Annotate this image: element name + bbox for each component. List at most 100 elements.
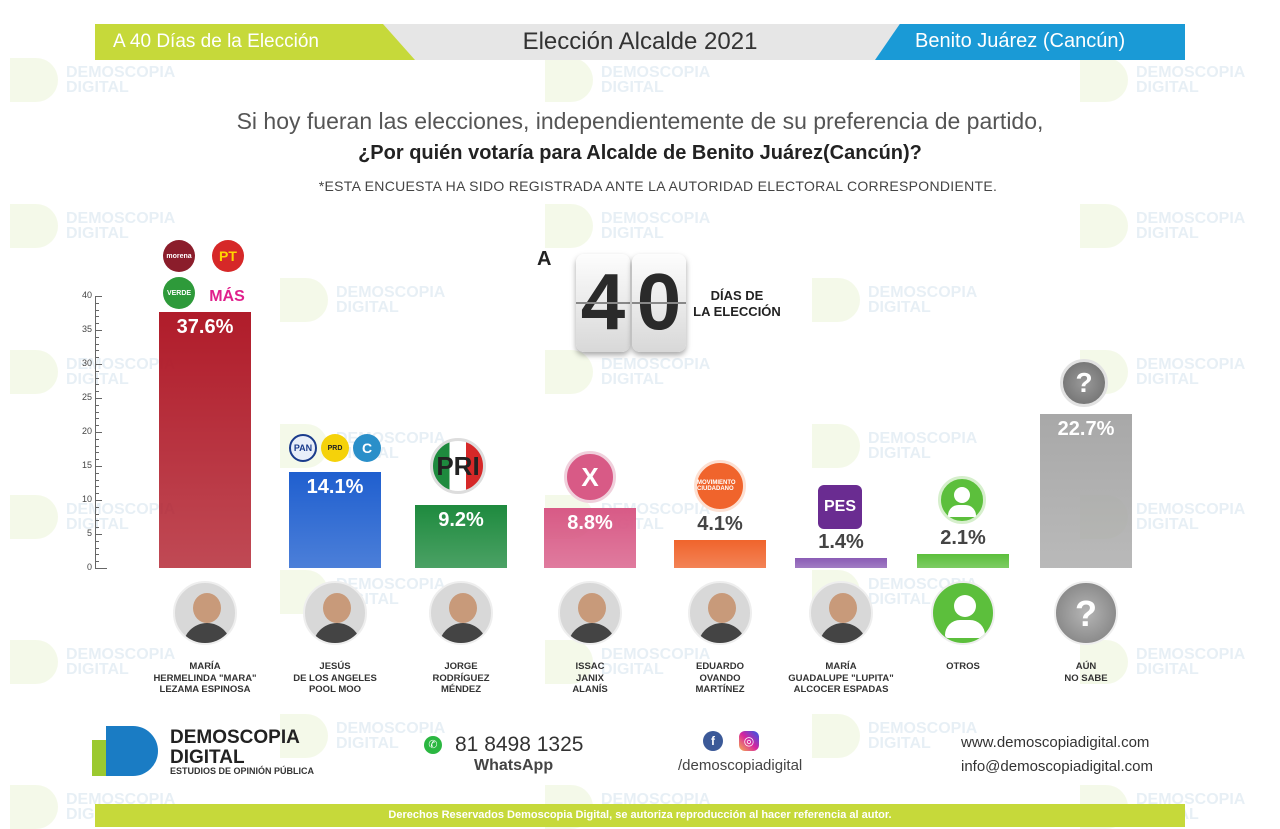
y-tick bbox=[95, 323, 99, 325]
y-tick bbox=[95, 438, 99, 440]
photo-head bbox=[323, 593, 351, 623]
badge-caption-line1: DÍAS DE bbox=[710, 288, 764, 303]
brand-name-line1: DEMOSCOPIA bbox=[170, 727, 300, 748]
brand-name: DEMOSCOPIA DIGITAL bbox=[170, 728, 300, 768]
watermark-logo bbox=[545, 58, 593, 102]
watermark-line1: DEMOSCOPIA bbox=[601, 210, 711, 227]
watermark-logo bbox=[10, 640, 58, 684]
watermark-line1: DEMOSCOPIA bbox=[1136, 210, 1246, 227]
candidate-photo bbox=[558, 581, 622, 645]
watermark-line1: DEMOSCOPIA bbox=[336, 284, 446, 301]
watermark-line2: DIGITAL bbox=[601, 225, 664, 242]
bar-value-label: 37.6% bbox=[176, 316, 234, 339]
y-tick bbox=[95, 534, 102, 535]
bar-value-label: 1.4% bbox=[818, 531, 864, 554]
candidate-name: OTROS bbox=[893, 661, 1033, 673]
y-tick bbox=[95, 302, 99, 304]
pes-logo: PES bbox=[818, 485, 862, 529]
watermark-line1: DEMOSCOPIA bbox=[1136, 501, 1246, 518]
y-tick bbox=[95, 459, 99, 461]
y-tick bbox=[95, 493, 99, 495]
candidate-photo bbox=[809, 581, 873, 645]
y-tick-label: 5 bbox=[86, 528, 92, 538]
watermark-line2: DIGITAL bbox=[1136, 225, 1199, 242]
y-tick bbox=[95, 540, 99, 542]
y-tick bbox=[95, 445, 99, 447]
y-tick bbox=[95, 513, 99, 515]
y-tick bbox=[95, 309, 99, 311]
candidate-name-line: POOL MOO bbox=[308, 684, 362, 695]
candidate-name-line: EDUARDO bbox=[695, 661, 745, 672]
y-tick bbox=[95, 527, 99, 529]
header-bar: A 40 Días de la Elección Elección Alcald… bbox=[95, 24, 1185, 60]
candidate-name: ISSAC JANIX ALANÍS bbox=[520, 661, 660, 696]
brand-logo-icon bbox=[106, 726, 158, 776]
y-tick bbox=[95, 418, 99, 420]
photo-head bbox=[829, 593, 857, 623]
y-tick bbox=[95, 404, 99, 406]
y-tick bbox=[95, 350, 99, 352]
email-link[interactable]: info@demoscopiadigital.com bbox=[961, 758, 1153, 775]
y-tick bbox=[95, 486, 99, 488]
watermark-line1: DEMOSCOPIA bbox=[1136, 646, 1246, 663]
movimiento-ciudadano-logo: MOVIMIENTO CIUDADANO bbox=[694, 460, 746, 512]
watermark-line2: DIGITAL bbox=[66, 79, 129, 96]
watermark-line1: DEMOSCOPIA bbox=[868, 430, 978, 447]
candidate-name-line: ISSAC bbox=[575, 661, 605, 672]
y-tick bbox=[95, 336, 99, 338]
photo-body bbox=[819, 623, 867, 643]
header-left-tag: A 40 Días de la Elección bbox=[95, 24, 415, 60]
y-tick bbox=[95, 316, 99, 318]
watermark-line2: DIGITAL bbox=[66, 225, 129, 242]
candidate-name-line: JANIX bbox=[576, 672, 604, 684]
y-tick bbox=[95, 466, 102, 467]
candidate-name-line: LEZAMA ESPINOSA bbox=[159, 684, 251, 695]
watermark-logo bbox=[10, 204, 58, 248]
candidate-photo bbox=[303, 581, 367, 645]
phone-number[interactable]: 81 8498 1325 bbox=[455, 733, 584, 756]
y-tick bbox=[95, 296, 102, 297]
candidate-name-line: MÉNDEZ bbox=[440, 684, 482, 695]
candidate-name-line: MARÍA bbox=[825, 661, 857, 672]
watermark-logo bbox=[545, 350, 593, 394]
y-tick bbox=[95, 520, 99, 522]
watermark-line1: DEMOSCOPIA bbox=[66, 64, 176, 81]
y-tick bbox=[95, 561, 99, 563]
header-right-tag: Benito Juárez (Cancún) bbox=[875, 24, 1185, 60]
watermark-logo bbox=[812, 278, 860, 322]
watermark-line1: DEMOSCOPIA bbox=[66, 646, 176, 663]
website-link[interactable]: www.demoscopiadigital.com bbox=[961, 734, 1150, 751]
watermark-line1: DEMOSCOPIA bbox=[601, 356, 711, 373]
photo-body bbox=[698, 623, 746, 643]
flip-digit-2-text: 0 bbox=[636, 257, 682, 346]
bar-8 bbox=[1040, 413, 1132, 568]
photo-body bbox=[313, 623, 361, 643]
watermark-line2: DIGITAL bbox=[1136, 371, 1199, 388]
watermark-line1: DEMOSCOPIA bbox=[336, 720, 446, 737]
badge-caption-line2: LA ELECCIÓN bbox=[693, 304, 781, 319]
photo-body bbox=[439, 623, 487, 643]
flip-digit-1-text: 4 bbox=[580, 257, 626, 346]
pt-logo: PT bbox=[212, 240, 244, 272]
photo-head bbox=[708, 593, 736, 623]
candidate-name-line: MARTÍNEZ bbox=[695, 684, 745, 695]
brand-tagline: ESTUDIOS DE OPINIÓN PÚBLICA bbox=[170, 766, 315, 776]
candidate-name-line: JESÚS bbox=[319, 661, 351, 672]
instagram-icon[interactable]: ◎ bbox=[739, 731, 759, 751]
y-tick bbox=[95, 384, 99, 386]
watermark-line1: DEMOSCOPIA bbox=[601, 646, 711, 663]
y-tick-label: 30 bbox=[81, 358, 92, 368]
facebook-icon[interactable]: f bbox=[703, 731, 723, 751]
question-icon: ? bbox=[1054, 581, 1118, 645]
candidate-name: MARÍA HERMELINDA "MARA" LEZAMA ESPINOSA bbox=[135, 661, 275, 696]
social-handle[interactable]: /demoscopiadigital bbox=[678, 757, 803, 774]
